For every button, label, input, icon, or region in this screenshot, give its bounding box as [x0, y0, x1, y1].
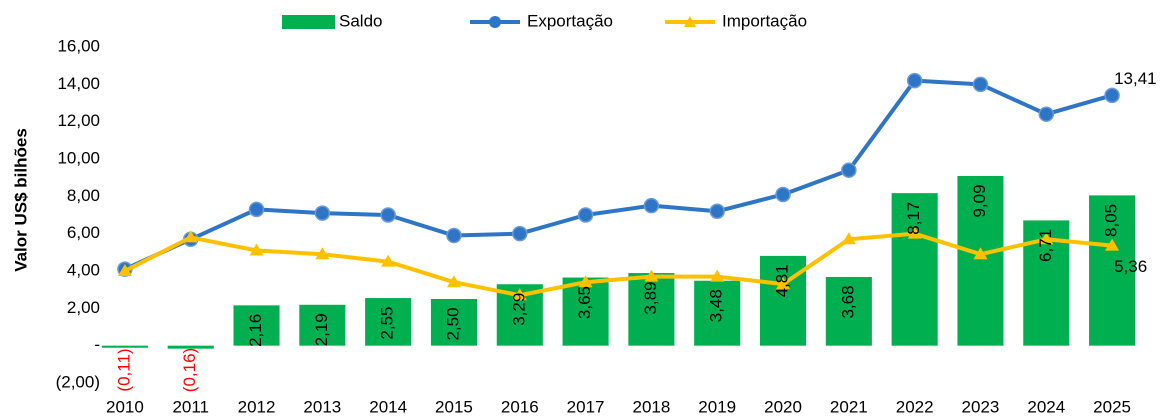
marker: [972, 76, 989, 93]
bar: [759, 255, 807, 346]
bar: [101, 345, 148, 348]
legend-label: Saldo: [339, 11, 382, 30]
legend-marker: [684, 16, 696, 27]
marker: [709, 203, 725, 220]
data-label: 6,71: [1036, 229, 1055, 262]
data-label: 9,09: [970, 184, 989, 217]
data-label: 3,68: [838, 285, 857, 318]
y-tick-label: 2,00: [67, 298, 100, 317]
x-tick-label: 2025: [1093, 397, 1131, 416]
marker: [380, 207, 396, 223]
marker: [512, 288, 527, 301]
y-tick-label: 8,00: [67, 186, 100, 205]
marker: [841, 232, 856, 245]
bar: [825, 276, 872, 346]
x-tick-label: 2019: [698, 397, 736, 416]
data-label: (0,16): [180, 348, 199, 392]
marker: [314, 205, 331, 221]
marker: [1038, 106, 1055, 122]
bar: [233, 305, 280, 346]
legend-label: Importação: [722, 11, 807, 30]
marker: [1105, 238, 1120, 251]
x-tick-label: 2022: [896, 397, 934, 416]
y-tick-label: 14,00: [57, 74, 100, 93]
x-tick-label: 2020: [764, 397, 802, 416]
marker: [578, 275, 593, 288]
marker: [775, 186, 791, 203]
y-tick-label: 4,00: [67, 260, 100, 279]
data-label: 5,36: [1114, 257, 1147, 276]
marker: [643, 197, 660, 214]
bar: [694, 280, 741, 346]
marker: [906, 72, 923, 89]
marker: [841, 162, 857, 178]
y-tick-label: 16,00: [57, 36, 100, 55]
x-tick-label: 2012: [238, 397, 276, 416]
data-label: 4,81: [773, 264, 792, 297]
marker: [577, 207, 594, 223]
y-tick-label: (2,00): [56, 372, 100, 391]
data-label: 2,55: [378, 307, 397, 340]
bar: [365, 298, 412, 346]
marker: [973, 247, 988, 260]
marker: [248, 201, 265, 218]
y-axis-label: Valor US$ bilhões: [11, 128, 30, 272]
y-tick-label: 10,00: [57, 148, 100, 167]
marker: [710, 269, 725, 282]
x-tick-label: 2016: [501, 397, 539, 416]
data-label: 2,19: [312, 313, 331, 346]
bar: [430, 299, 478, 346]
y-tick-label: -: [94, 335, 100, 354]
legend-swatch: [282, 15, 335, 29]
marker: [249, 243, 264, 256]
bar: [628, 273, 675, 346]
legend-label: Exportação: [527, 11, 613, 30]
bar: [891, 193, 938, 346]
y-tick-label: 12,00: [57, 111, 100, 130]
line: [123, 231, 1113, 298]
x-tick-label: 2014: [369, 397, 407, 416]
data-label: 8,05: [1102, 204, 1121, 237]
data-label: 3,65: [575, 286, 594, 319]
data-label: 3,29: [509, 293, 528, 326]
bar: [299, 304, 346, 346]
data-label: 13,41: [1114, 69, 1157, 88]
bar: [562, 277, 609, 346]
marker: [776, 277, 791, 290]
x-tick-label: 2010: [106, 397, 144, 416]
bar: [167, 345, 214, 349]
marker: [117, 264, 132, 276]
x-tick-label: 2017: [567, 397, 605, 416]
x-tick-label: 2021: [830, 397, 868, 416]
marker: [1039, 232, 1054, 245]
x-tick-label: 2015: [435, 397, 473, 416]
marker: [446, 227, 462, 244]
marker: [1104, 87, 1120, 104]
data-label: 2,16: [246, 314, 265, 347]
marker: [644, 269, 659, 282]
y-tick-label: 6,00: [67, 223, 100, 242]
data-label: 3,48: [707, 289, 726, 322]
marker: [183, 230, 198, 243]
data-label: 2,50: [443, 307, 462, 340]
x-tick-label: 2018: [632, 397, 670, 416]
data-label: 3,89: [641, 282, 660, 315]
x-tick-label: 2013: [303, 397, 341, 416]
marker: [315, 247, 330, 260]
x-tick-label: 2011: [172, 397, 209, 416]
marker: [512, 225, 528, 242]
data-label: 8,17: [904, 202, 923, 235]
legend-marker: [489, 16, 501, 28]
marker: [907, 226, 922, 239]
marker: [381, 254, 396, 267]
data-label: (0,11): [114, 348, 133, 391]
bar: [1089, 195, 1136, 346]
line: [124, 78, 1113, 271]
marker: [446, 275, 461, 288]
x-tick-label: 2024: [1027, 397, 1065, 416]
x-tick-label: 2023: [962, 397, 1000, 416]
bar: [957, 175, 1004, 346]
